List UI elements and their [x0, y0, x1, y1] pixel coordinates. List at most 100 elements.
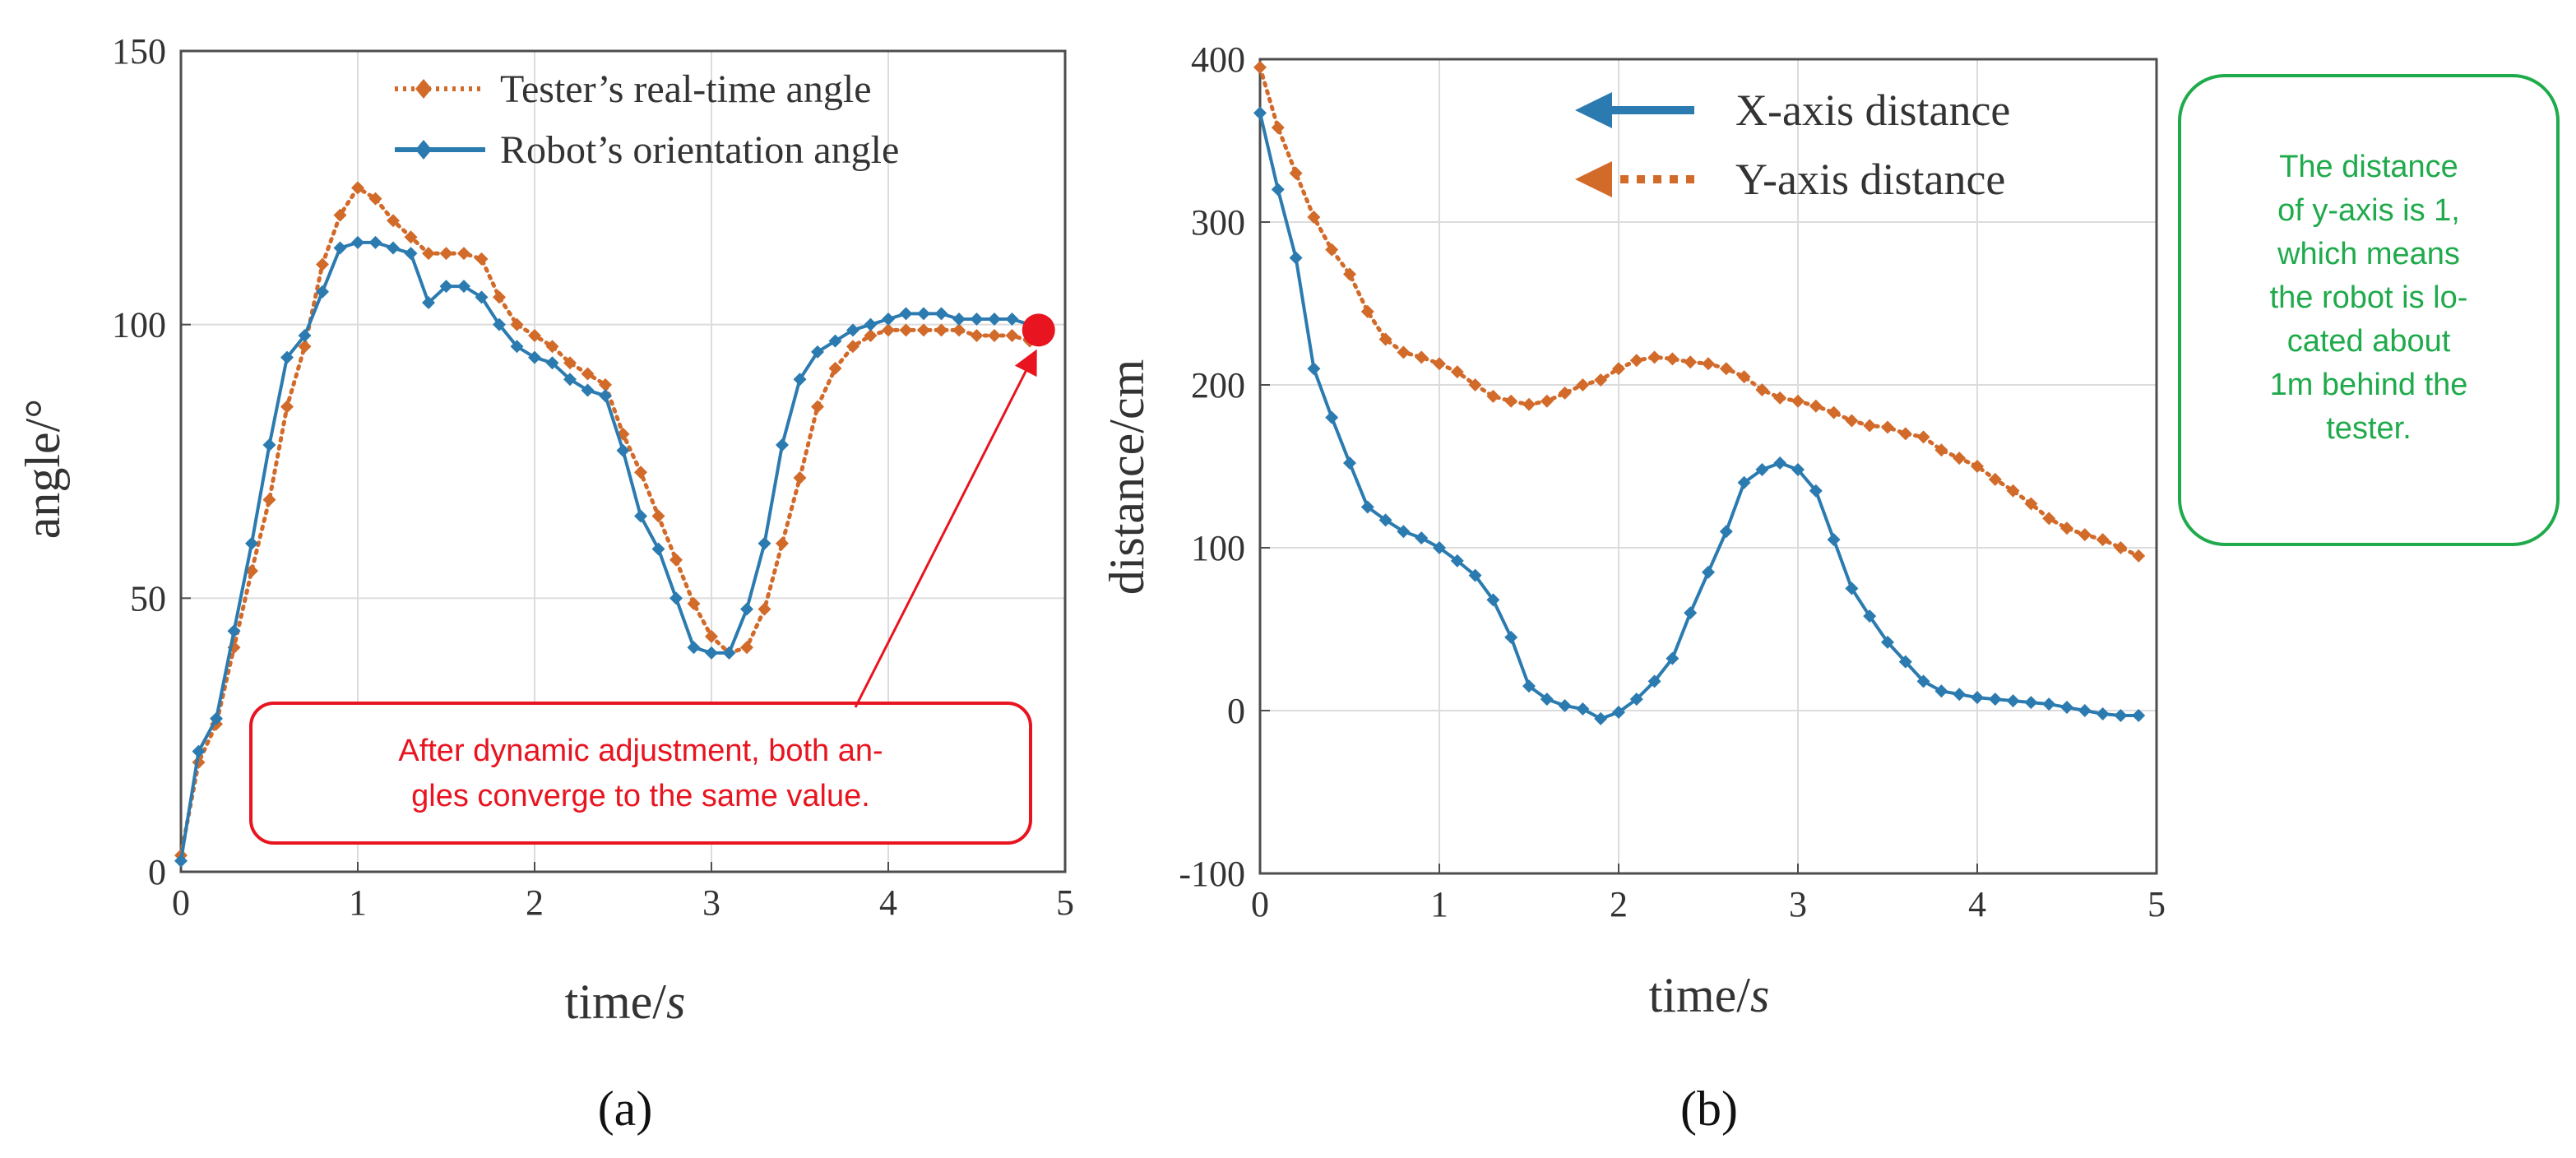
chart-b-xtick-label: 0	[1251, 884, 1269, 924]
legend-b-x-label: X-axis distance	[1735, 86, 2010, 135]
annotation-b-box	[2178, 74, 2560, 546]
chart-b-series-y-axis-distance-point	[1629, 354, 1643, 368]
chart-a-xtick-label: 3	[702, 882, 720, 923]
chart-a-series-tester-s-real-time-angle-point	[811, 400, 824, 414]
chart-b-series-y-axis-distance-point	[1916, 430, 1930, 444]
chart-a-series-robot-s-orientation-angle-point	[174, 854, 188, 868]
chart-a-series-robot-s-orientation-angle-point	[210, 711, 223, 725]
chart-a-series-robot-s-orientation-angle-point	[528, 350, 541, 364]
chart-b-series-x-axis-distance-point	[1378, 513, 1392, 527]
chart-a-axes-box	[179, 49, 1067, 873]
chart-a-xtick-label: 0	[172, 882, 190, 923]
chart-a-series-robot-s-orientation-angle-point	[245, 536, 258, 550]
chart-b-xlabel: time/s	[1649, 968, 1770, 1022]
chart-b-series-x-axis-distance-point	[1576, 702, 1590, 716]
convergence-point-marker	[1022, 313, 1055, 347]
chart-b-series-x-axis-distance-point	[1845, 581, 1859, 595]
annotation-a-arrow	[854, 349, 1037, 708]
chart-a-ytick-label: 50	[130, 578, 166, 618]
chart-a-series-robot-s-orientation-angle-point	[899, 307, 913, 321]
chart-a-series-robot-s-orientation-angle-point	[740, 602, 753, 616]
chart-b-ylabel: distance/cm	[1100, 359, 1154, 595]
chart-b-series-y-axis-distance-point	[1666, 352, 1679, 366]
chart-a-series-robot-s-orientation-angle-point	[387, 241, 400, 255]
chart-b-series-y-axis-distance-line	[1258, 65, 2141, 558]
chart-b-series-x-axis-distance-point	[1486, 593, 1500, 607]
chart-b-series-x-axis-distance-point	[2096, 706, 2110, 720]
chart-b-series-y-axis-distance-point	[1809, 399, 1823, 413]
chart-a-xtick-label: 5	[1056, 882, 1074, 923]
chart-b-series-y-axis-distance-point	[1863, 419, 1877, 433]
chart-a-ytick-label: 150	[112, 31, 166, 72]
annotation-b-line-6: 1m behind the	[2270, 368, 2468, 402]
chart-a-series-tester-s-real-time-angle-point	[776, 536, 789, 550]
chart-b-series-y-axis-distance-point	[1468, 378, 1482, 391]
chart-a-series-robot-s-orientation-angle-point	[811, 345, 824, 359]
chart-b-series-y-axis-distance-point	[1378, 332, 1392, 346]
chart-b-series-y-axis-distance-point	[1325, 243, 1339, 257]
chart-b-series-x-axis-distance-point	[1397, 525, 1411, 539]
chart-b-series-y-axis-distance-point	[1397, 345, 1411, 359]
chart-b-series-x-axis-distance-point	[1558, 699, 1572, 713]
annotation-b-line-1: The distance	[2279, 150, 2458, 184]
chart-b-series-y-axis-distance-point	[1612, 362, 1625, 376]
annotation-b: The distance of y-axis is 1, which means…	[2178, 74, 2560, 546]
chart-a-series-tester-s-real-time-angle-point	[740, 641, 753, 655]
chart-a-series-tester-s-real-time-angle-point	[581, 367, 595, 381]
panel-b-caption: (b)	[1680, 1082, 1738, 1136]
chart-b-series-x-axis-distance-point	[1307, 362, 1321, 376]
chart-a-series-robot-s-orientation-angle-point	[563, 373, 577, 387]
chart-b-series-x-axis-distance-point	[1881, 635, 1894, 649]
chart-a-series-robot-s-orientation-angle-point	[599, 389, 612, 403]
chart-b-series-x-axis-distance-point	[1719, 525, 1733, 539]
chart-a-ytick-label: 100	[112, 305, 166, 345]
chart-a-series-robot-s-orientation-angle-point	[687, 641, 701, 655]
chart-b-series-y-axis-distance-point	[2114, 541, 2128, 554]
chart-b-series-x-axis-distance-point	[1809, 484, 1823, 498]
chart-b-axes-box	[1258, 58, 2158, 875]
chart-a-series-robot-s-orientation-angle-point	[457, 280, 470, 294]
chart-b-series-y-axis-distance-point	[1504, 394, 1518, 408]
chart-b-series-x-axis-distance-point	[1737, 475, 1751, 489]
chart-b-xlabel-main: time/	[1649, 968, 1751, 1022]
chart-a-series-tester-s-real-time-angle-point	[651, 509, 665, 523]
chart-a-series-tester-s-real-time-angle-point	[952, 323, 966, 337]
chart-b-series-y-axis-distance-point	[1684, 355, 1698, 369]
chart-b-series-y-axis-distance-point	[1898, 427, 1912, 441]
chart-b-series-x-axis-distance-point	[1540, 692, 1554, 706]
chart-a-xtick-label: 1	[349, 882, 367, 923]
chart-a-series-robot-s-orientation-angle-point	[934, 307, 948, 321]
chart-a-series-tester-s-real-time-angle-point	[988, 328, 1001, 342]
chart-a-series-tester-s-real-time-angle-point	[1005, 328, 1019, 342]
chart-b-series-x-axis-distance-point	[1684, 606, 1698, 620]
chart-b-series-x-axis-distance-point	[1360, 500, 1374, 514]
chart-a-series-robot-s-orientation-angle-point	[351, 235, 364, 249]
chart-b-series-y-axis-distance-point	[2006, 484, 2020, 498]
chart-b-series-x-axis-distance-point	[2060, 701, 2073, 715]
chart-b-series-x-axis-distance-point	[1271, 183, 1285, 197]
annotation-a-line-1: After dynamic adjustment, both an-	[398, 734, 883, 768]
annotation-b-line-3: which means	[2277, 237, 2460, 271]
chart-b-series-x-axis-distance-point	[1629, 692, 1643, 706]
chart-a-series-robot-s-orientation-angle-point	[1005, 313, 1019, 327]
chart-a-series-tester-s-real-time-angle-point	[528, 328, 541, 342]
chart-a-series-tester-s-real-time-angle-point	[705, 629, 718, 643]
chart-a-series-robot-s-orientation-angle-point	[404, 247, 418, 261]
chart-b-series-y-axis-distance-point	[1755, 382, 1769, 396]
chart-a-series-robot-s-orientation-angle-point	[651, 542, 665, 556]
chart-b-series-x-axis-distance-point	[2024, 696, 2038, 710]
chart-b-series-x-axis-distance-point	[1934, 684, 1948, 698]
chart-a-series-robot-s-orientation-angle-point	[758, 536, 771, 550]
chart-a-series-tester-s-real-time-angle-point	[846, 340, 859, 354]
annotation-b-line-7: tester.	[2326, 411, 2412, 446]
chart-a-series-tester-s-real-time-angle-point	[368, 192, 382, 206]
chart-b-series-y-axis-distance-point	[1971, 460, 1984, 473]
chart-a-series-tester-s-real-time-angle-point	[864, 328, 878, 342]
legend-a-tester-swatch-marker	[415, 79, 432, 99]
chart-b-series-x-axis-distance-point	[1612, 705, 1625, 719]
chart-a-series-tester-s-real-time-angle-point	[899, 323, 913, 337]
chart-b-series-x-axis-distance-point	[2132, 708, 2146, 722]
chart-b-series-y-axis-distance-point	[1737, 370, 1751, 384]
chart-a-series-tester-s-real-time-angle-point	[917, 323, 930, 337]
